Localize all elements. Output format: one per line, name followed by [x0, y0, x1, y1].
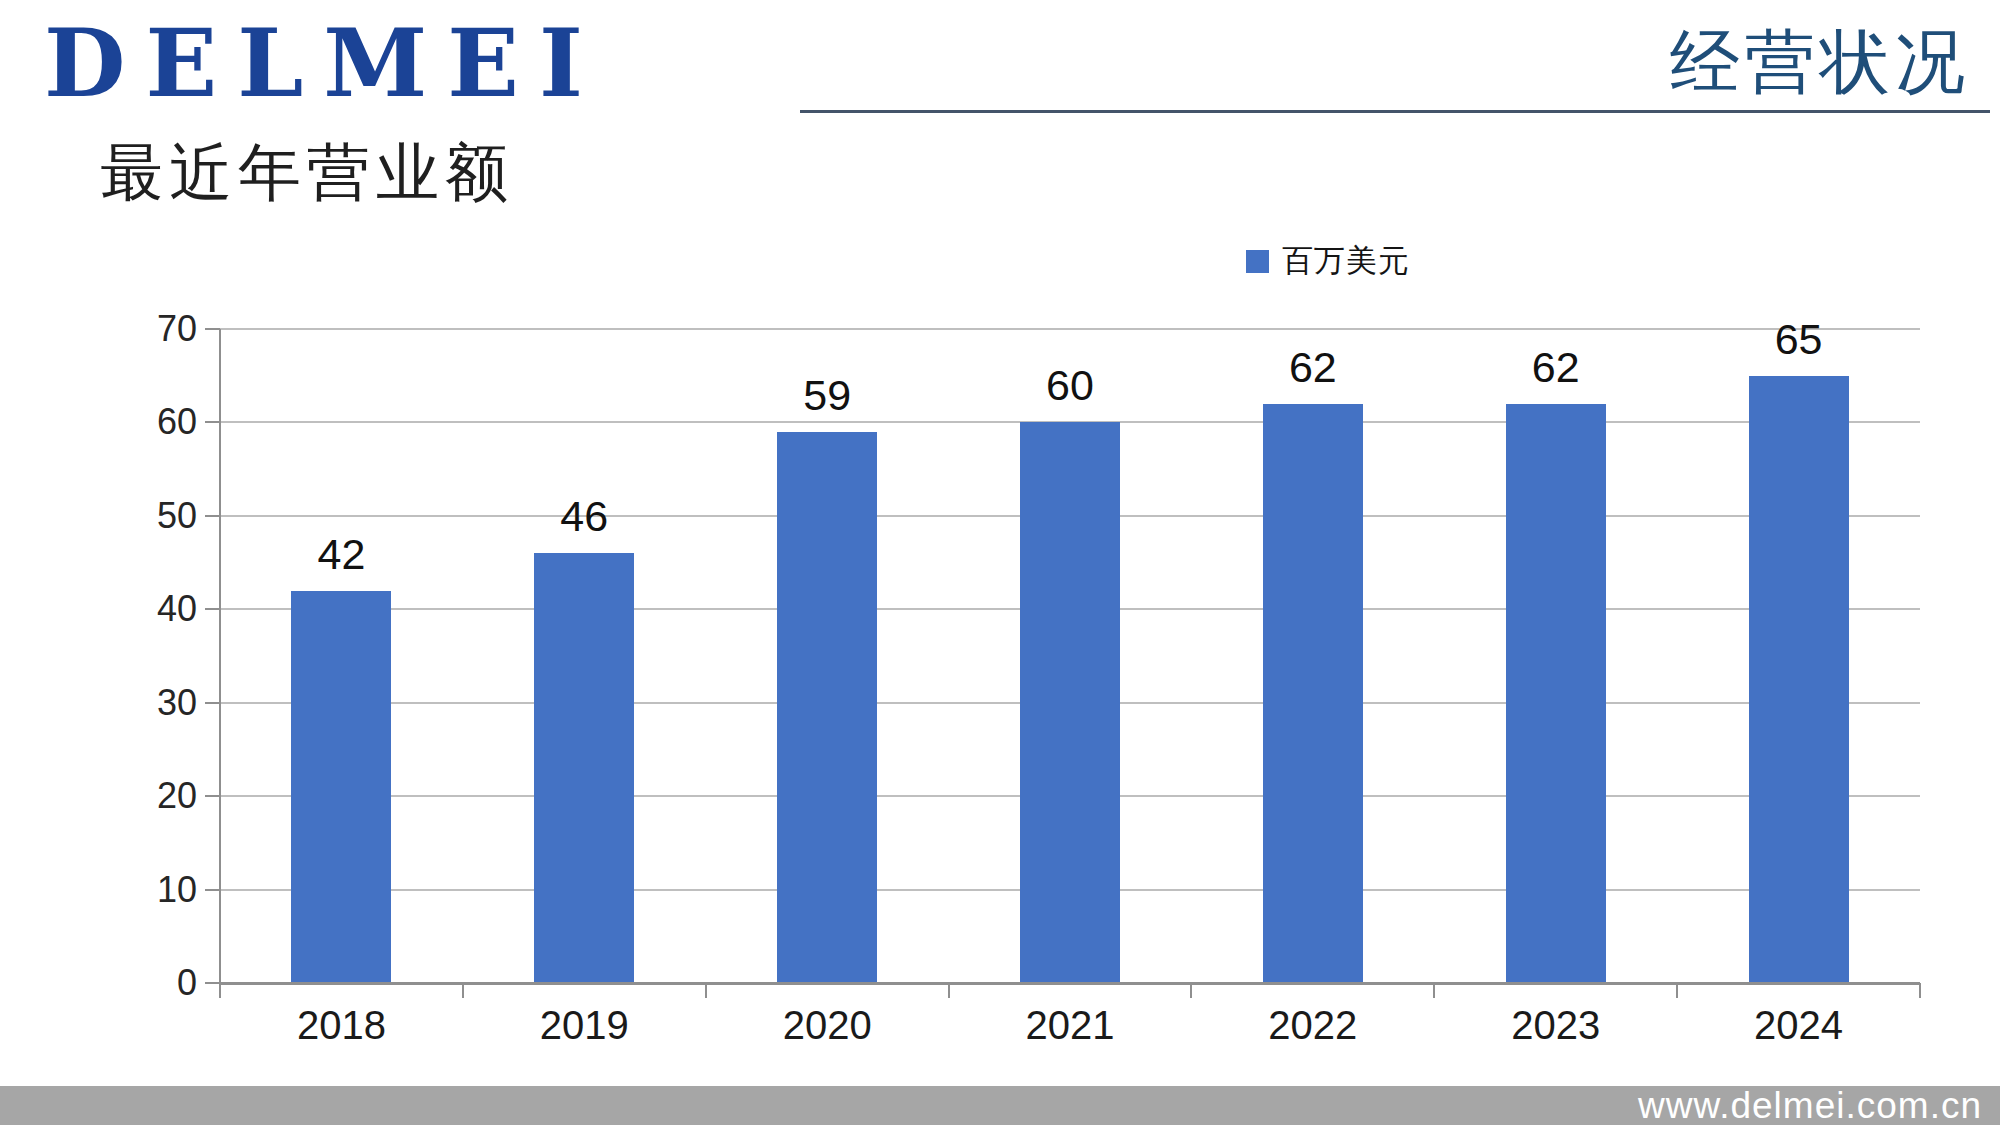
bar-value-label: 42: [251, 529, 431, 579]
bar-2020: [777, 432, 877, 983]
x-axis-tick: [219, 983, 221, 998]
x-axis-tick: [705, 983, 707, 998]
y-axis-tick: [205, 889, 220, 891]
y-axis-tick-label: 40: [47, 590, 197, 628]
y-axis-tick-label: 60: [47, 403, 197, 441]
y-axis-tick-label: 50: [47, 497, 197, 535]
bar-2024: [1749, 376, 1849, 983]
x-axis-tick: [1190, 983, 1192, 998]
y-axis-tick: [205, 328, 220, 330]
y-axis-tick: [205, 608, 220, 610]
slide: DELMEI 经营状况 最近年营业额 百万美元 0102030405060704…: [0, 0, 2000, 1125]
bar-value-label: 65: [1709, 314, 1889, 364]
bar-2022: [1263, 404, 1363, 983]
bar-value-label: 62: [1466, 342, 1646, 392]
bar-chart: 0 10 20 30 40 50 60 70 42 2018 46 2019 59 2020 60 2021 6…: [0, 0, 2000, 1125]
gridline: [220, 328, 1920, 330]
x-axis-tick-label: 2021: [960, 1002, 1180, 1048]
y-axis-tick-label: 10: [47, 871, 197, 909]
x-axis-tick-label: 2018: [231, 1002, 451, 1048]
y-axis-tick-label: 30: [47, 684, 197, 722]
bar-value-label: 62: [1223, 342, 1403, 392]
footer-bar: www.delmei.com.cn: [0, 1086, 2000, 1125]
x-axis-tick: [1919, 983, 1921, 998]
x-axis-tick-label: 2020: [717, 1002, 937, 1048]
bar-value-label: 46: [494, 491, 674, 541]
y-axis-tick: [205, 795, 220, 797]
x-axis-tick-label: 2024: [1689, 1002, 1909, 1048]
x-axis-tick: [462, 983, 464, 998]
bar-value-label: 60: [980, 360, 1160, 410]
bar-2023: [1506, 404, 1606, 983]
bar-2021: [1020, 422, 1120, 983]
y-axis-tick-label: 0: [47, 964, 197, 1002]
footer-url: www.delmei.com.cn: [1638, 1085, 1982, 1125]
x-axis-tick: [1676, 983, 1678, 998]
y-axis-tick: [205, 515, 220, 517]
y-axis-tick: [205, 702, 220, 704]
bar-value-label: 59: [737, 370, 917, 420]
x-axis-tick-label: 2023: [1446, 1002, 1666, 1048]
x-axis-tick-label: 2022: [1203, 1002, 1423, 1048]
y-axis-tick: [205, 421, 220, 423]
bar-2018: [291, 591, 391, 983]
bar-2019: [534, 553, 634, 983]
y-axis-tick-label: 70: [47, 310, 197, 348]
x-axis-line: [220, 982, 1920, 985]
x-axis-tick: [1433, 983, 1435, 998]
x-axis-tick: [948, 983, 950, 998]
y-axis-tick: [205, 982, 220, 984]
y-axis-line: [219, 329, 221, 983]
y-axis-tick-label: 20: [47, 777, 197, 815]
x-axis-tick-label: 2019: [474, 1002, 694, 1048]
